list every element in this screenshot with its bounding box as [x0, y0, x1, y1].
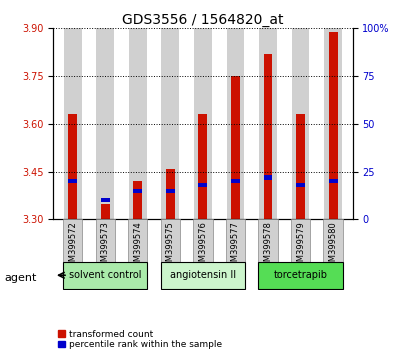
FancyBboxPatch shape — [128, 219, 147, 262]
Bar — [263, 175, 272, 179]
Bar — [295, 183, 304, 187]
Bar — [101, 198, 110, 202]
FancyBboxPatch shape — [258, 219, 277, 262]
Bar — [263, 54, 272, 219]
FancyBboxPatch shape — [160, 219, 180, 262]
Text: GSM399580: GSM399580 — [328, 222, 337, 272]
Bar — [101, 204, 110, 219]
Text: GSM399572: GSM399572 — [68, 222, 77, 272]
FancyBboxPatch shape — [160, 262, 245, 289]
Bar — [198, 183, 207, 187]
Bar — [161, 28, 179, 219]
Bar — [128, 28, 146, 219]
Bar — [68, 179, 77, 183]
Bar — [133, 181, 142, 219]
Text: GSM399576: GSM399576 — [198, 222, 207, 273]
Bar — [198, 114, 207, 219]
Bar — [328, 179, 337, 183]
FancyBboxPatch shape — [193, 219, 212, 262]
Bar — [68, 114, 77, 219]
Text: GSM399577: GSM399577 — [230, 222, 239, 273]
Bar — [295, 114, 304, 219]
Bar — [166, 169, 175, 219]
Bar — [258, 28, 276, 219]
Text: GSM399575: GSM399575 — [166, 222, 175, 272]
FancyBboxPatch shape — [96, 219, 115, 262]
FancyBboxPatch shape — [63, 219, 82, 262]
Text: solvent control: solvent control — [69, 270, 141, 280]
Bar — [133, 189, 142, 193]
Text: agent: agent — [4, 273, 36, 283]
Bar — [166, 189, 175, 193]
Text: torcetrapib: torcetrapib — [273, 270, 327, 280]
Text: GSM399579: GSM399579 — [295, 222, 304, 272]
Bar — [226, 28, 244, 219]
Bar — [230, 76, 239, 219]
FancyBboxPatch shape — [258, 262, 342, 289]
Bar — [328, 32, 337, 219]
FancyBboxPatch shape — [225, 219, 245, 262]
Bar — [324, 28, 341, 219]
Bar — [193, 28, 211, 219]
Bar — [64, 28, 81, 219]
Bar — [96, 28, 114, 219]
Bar — [230, 179, 239, 183]
Text: angiotensin II: angiotensin II — [169, 270, 236, 280]
Text: GSM399573: GSM399573 — [101, 222, 110, 273]
Text: GSM399574: GSM399574 — [133, 222, 142, 272]
FancyBboxPatch shape — [323, 219, 342, 262]
Title: GDS3556 / 1564820_at: GDS3556 / 1564820_at — [122, 13, 283, 27]
FancyBboxPatch shape — [63, 262, 147, 289]
FancyBboxPatch shape — [290, 219, 309, 262]
Legend: transformed count, percentile rank within the sample: transformed count, percentile rank withi… — [58, 330, 221, 349]
Bar — [291, 28, 309, 219]
Text: GSM399578: GSM399578 — [263, 222, 272, 273]
